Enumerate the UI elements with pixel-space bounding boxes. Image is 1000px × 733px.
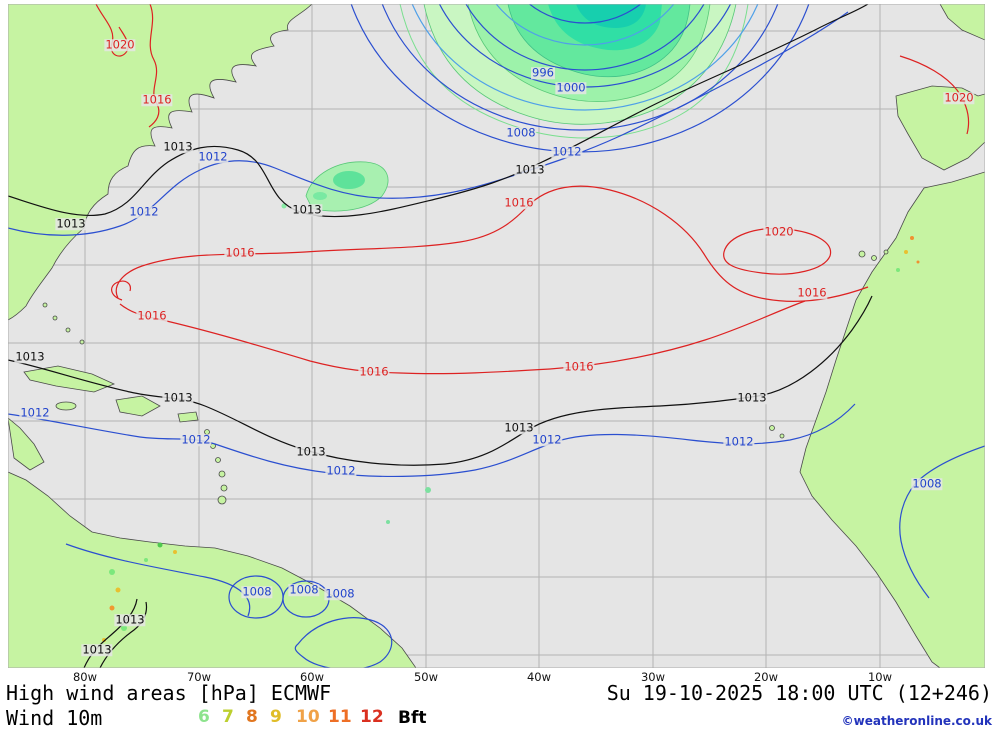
land-jamaica — [55, 401, 77, 411]
land-hispaniola — [115, 395, 161, 417]
land-cuba — [23, 365, 116, 393]
landmasses — [8, 4, 985, 668]
land-canary-islands — [858, 250, 866, 258]
land-north-america — [8, 4, 313, 321]
legend-unit: Bft — [398, 708, 427, 728]
legend-bft-12: 12 — [360, 707, 384, 727]
map-area — [8, 4, 985, 668]
forecast-datetime: Su 19-10-2025 18:00 UTC (12+246) — [606, 681, 992, 705]
high-wind-shading — [281, 4, 749, 524]
layer-name: Wind 10m — [6, 706, 103, 730]
legend-bft-10: 10 — [296, 707, 320, 727]
land-south-america — [8, 471, 417, 668]
legend-bft-9: 9 — [270, 707, 282, 727]
wind-spots — [102, 236, 920, 642]
land-cape-verde — [769, 425, 775, 431]
land-france — [939, 4, 985, 41]
land-iberia — [895, 85, 985, 171]
legend-bft-8: 8 — [246, 707, 258, 727]
legend-bft-11: 11 — [328, 707, 352, 727]
legend-bft-6: 6 — [198, 707, 210, 727]
land-central-america — [8, 417, 45, 471]
isobars-blue — [8, 4, 985, 668]
legend-bft-7: 7 — [222, 707, 234, 727]
atlantic-pressure-map — [8, 4, 985, 668]
land-puerto-rico — [177, 411, 199, 423]
land-africa — [799, 171, 985, 668]
copyright-link[interactable]: ©weatheronline.co.uk — [841, 714, 992, 728]
product-title: High wind areas [hPa] ECMWF — [6, 681, 332, 705]
